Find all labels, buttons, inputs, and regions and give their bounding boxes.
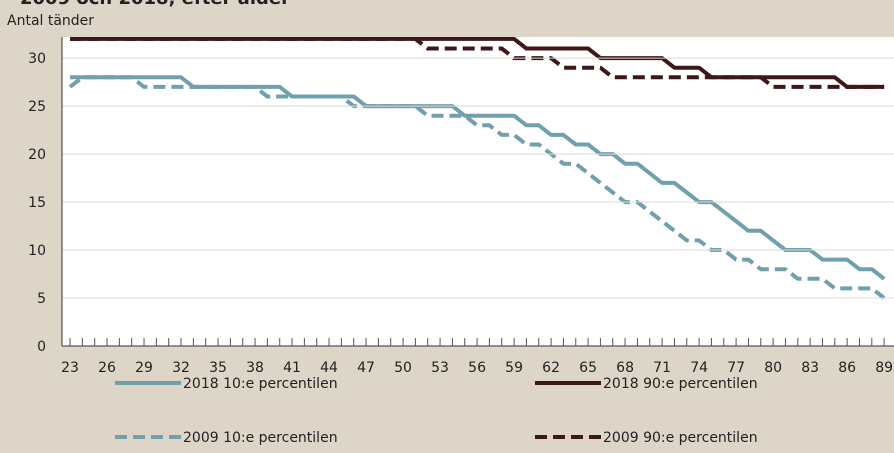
y-tick-label: 5 [37, 291, 46, 307]
legend-label: 2009 90:e percentilen [603, 430, 758, 446]
x-tick-label: 74 [690, 360, 708, 376]
y-tick-label: 20 [28, 147, 46, 163]
x-tick-label: 89 [875, 360, 893, 376]
y-tick-label: 15 [28, 195, 46, 211]
x-tick-label: 83 [801, 360, 819, 376]
x-tick-label: 68 [616, 360, 634, 376]
x-tick-label: 26 [98, 360, 116, 376]
x-tick-label: 23 [61, 360, 79, 376]
series-group [68, 37, 886, 300]
series-line [70, 75, 886, 281]
legend-label: 2018 90:e percentilen [603, 376, 758, 392]
x-tick-label: 77 [727, 360, 745, 376]
x-tick-label: 50 [394, 360, 412, 376]
x-tick-label: 38 [246, 360, 264, 376]
x-tick-label: 32 [172, 360, 190, 376]
series-line [68, 75, 886, 300]
x-tick-label: 29 [135, 360, 153, 376]
y-tick-label: 30 [28, 51, 46, 67]
series-line [70, 37, 885, 89]
x-tick-label: 80 [764, 360, 782, 376]
x-tick-label: 62 [542, 360, 560, 376]
x-tick-label: 44 [320, 360, 338, 376]
y-tick-label: 0 [37, 339, 46, 355]
x-tick-label: 56 [468, 360, 486, 376]
x-tick-label: 53 [431, 360, 449, 376]
legend-label: 2018 10:e percentilen [183, 376, 338, 392]
y-tick-label: 25 [28, 99, 46, 115]
x-tick-label: 86 [838, 360, 856, 376]
x-tick-label: 59 [505, 360, 523, 376]
legend-label: 2009 10:e percentilen [183, 430, 338, 446]
y-tick-label: 10 [28, 243, 46, 259]
x-tick-label: 35 [209, 360, 227, 376]
x-tick-label: 65 [579, 360, 597, 376]
x-tick-label: 47 [357, 360, 375, 376]
x-tick-label: 41 [283, 360, 301, 376]
y-axis-label: Antal tänder [7, 13, 94, 29]
x-tick-label: 71 [653, 360, 671, 376]
chart-title: 2009 och 2018, efter ålder [20, 0, 290, 9]
